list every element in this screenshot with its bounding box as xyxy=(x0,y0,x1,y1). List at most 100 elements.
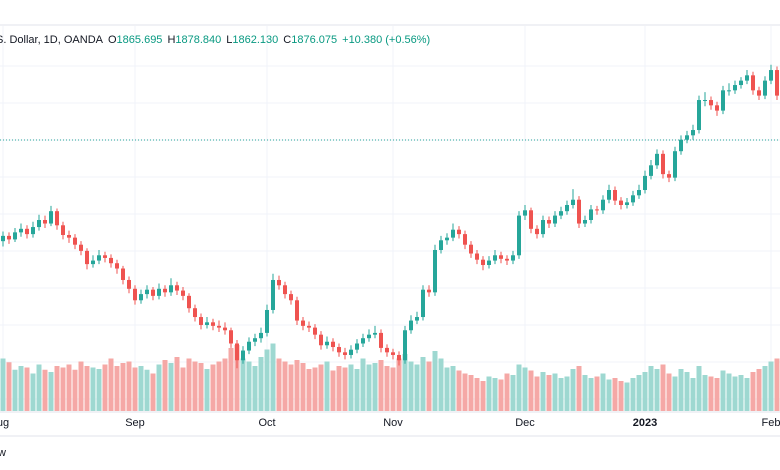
volume-bar xyxy=(354,369,360,411)
candle-body xyxy=(499,255,503,259)
candle-body xyxy=(547,220,551,224)
volume-bar xyxy=(636,375,642,411)
candle-body xyxy=(409,320,413,331)
volume-bar xyxy=(384,366,390,411)
candle-body xyxy=(703,100,707,102)
volume-bar xyxy=(432,351,438,411)
candle-body xyxy=(667,174,671,178)
candle-body xyxy=(91,260,95,265)
volume-bar xyxy=(552,373,558,411)
candle-body xyxy=(715,105,719,111)
volume-bar xyxy=(18,366,24,411)
volume-bar xyxy=(204,369,210,411)
volume-bar xyxy=(318,364,324,411)
volume-bar xyxy=(540,372,546,411)
volume-bar xyxy=(66,364,72,411)
volume-bar xyxy=(330,370,336,411)
volume-bar xyxy=(210,364,216,411)
candle-body xyxy=(319,334,323,346)
volume-bar xyxy=(378,360,384,411)
candle-body xyxy=(169,285,173,293)
candle-body xyxy=(445,237,449,241)
volume-bar xyxy=(528,370,534,411)
candle-body xyxy=(295,300,299,321)
candle-body xyxy=(349,349,353,355)
volume-bar xyxy=(450,366,456,411)
x-tick-label: Sep xyxy=(125,417,145,429)
volume-bar xyxy=(468,375,474,411)
candle-body xyxy=(745,75,749,81)
volume-bar xyxy=(156,364,162,411)
candle-body xyxy=(631,195,635,203)
volume-bar xyxy=(222,358,228,411)
candle-body xyxy=(421,289,425,318)
candle-body xyxy=(313,327,317,335)
candle-body xyxy=(307,325,311,328)
volume-bar xyxy=(414,364,420,411)
header-field-label: H xyxy=(167,34,175,46)
volume-bar xyxy=(486,376,492,411)
header-field-label: O xyxy=(108,34,117,46)
volume-bar xyxy=(456,370,462,411)
volume-bar xyxy=(678,369,684,411)
volume-bar xyxy=(438,358,444,411)
volume-bar xyxy=(558,378,564,411)
candle-body xyxy=(211,322,215,326)
candle-body xyxy=(7,235,11,240)
candle-body xyxy=(97,255,101,261)
volume-bar xyxy=(492,378,498,411)
candle-body xyxy=(67,234,71,238)
candle-body xyxy=(289,294,293,301)
candle-body xyxy=(505,258,509,261)
volume-bar xyxy=(390,367,396,411)
volume-bar xyxy=(30,373,36,411)
candle-body xyxy=(187,295,191,309)
volume-bar xyxy=(78,361,84,411)
volume-bar xyxy=(624,382,630,411)
candle-body xyxy=(361,338,365,344)
candle-body xyxy=(229,330,233,344)
volume-bar xyxy=(684,372,690,411)
candle-body xyxy=(391,352,395,355)
volume-bar xyxy=(570,369,576,411)
candle-body xyxy=(397,354,401,361)
candle-body xyxy=(469,244,473,254)
candle-body xyxy=(427,289,431,293)
candle-body xyxy=(589,209,593,220)
candle-body xyxy=(649,165,653,176)
candle-body xyxy=(205,322,209,325)
volume-bar xyxy=(90,367,96,411)
volume-bar xyxy=(660,364,666,411)
candle-body xyxy=(775,70,779,96)
candle-body xyxy=(277,279,281,286)
candle-body xyxy=(433,249,437,293)
candle-body xyxy=(103,255,107,258)
volume-bar xyxy=(126,361,132,411)
volume-bar xyxy=(228,348,234,411)
volume-bar xyxy=(84,366,90,411)
volume-bar xyxy=(510,375,516,411)
volume-bar xyxy=(534,376,540,411)
volume-bar xyxy=(504,373,510,411)
candle-body xyxy=(685,135,689,140)
candle-body xyxy=(127,279,131,289)
candle-body xyxy=(511,255,515,261)
volume-bar xyxy=(234,345,240,411)
volume-bar xyxy=(42,369,48,411)
candle-body xyxy=(487,260,491,265)
header-field-value: 1865.695 xyxy=(117,34,163,46)
volume-bar xyxy=(600,373,606,411)
candle-body xyxy=(235,343,239,361)
volume-bar xyxy=(186,358,192,411)
candle-body xyxy=(763,80,767,96)
footer-text: w xyxy=(0,447,6,459)
candle-body xyxy=(727,90,731,92)
candle-body xyxy=(259,332,263,339)
volume-layer xyxy=(0,343,780,411)
volume-bar xyxy=(768,361,774,411)
volume-bar xyxy=(0,358,6,411)
volume-bar xyxy=(612,378,618,411)
volume-bar xyxy=(498,379,504,411)
candle-body xyxy=(595,209,599,211)
candle-body xyxy=(355,343,359,350)
